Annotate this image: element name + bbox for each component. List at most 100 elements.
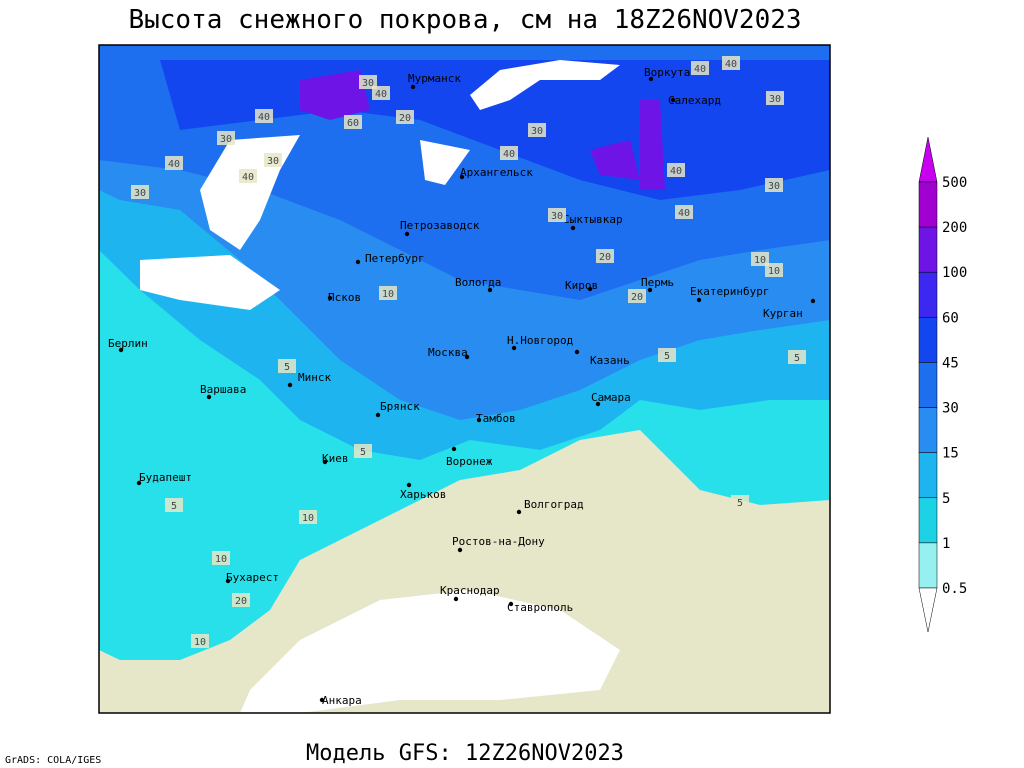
contour-label: 10 [215, 554, 227, 565]
contour-label: 5 [171, 501, 177, 512]
city-dot [118, 347, 124, 353]
contour-label-box [131, 185, 149, 199]
legend-swatch [918, 497, 938, 544]
map [99, 45, 830, 713]
city-label: Курган [763, 307, 803, 320]
contour-label-box [232, 593, 250, 607]
city-label: Будапешт [139, 471, 192, 484]
contour-label-box [239, 169, 257, 183]
map-frame [98, 44, 831, 714]
city-label: Минск [298, 371, 331, 384]
city-label: Бухарест [226, 571, 279, 584]
contour-label-box [191, 634, 209, 648]
city-dot [464, 354, 470, 360]
city-label: Киров [565, 279, 598, 292]
legend-arrow-top [918, 136, 938, 183]
contour-label-box [691, 61, 709, 75]
contour-label: 20 [235, 596, 247, 607]
contour-label-box [500, 146, 518, 160]
city-label: Ставрополь [507, 601, 573, 614]
legend-arrow-bottom [918, 587, 938, 633]
city-layer: Мурманск Воркута Салехард Архангельск Петроз… [108, 66, 816, 707]
city-dot [375, 412, 381, 418]
contour-label: 40 [242, 172, 254, 183]
city-label: Екатеринбург [690, 285, 769, 298]
city-dot [327, 295, 333, 301]
contour-label-box [396, 110, 414, 124]
contour-label: 30 [769, 94, 781, 105]
contour-label: 30 [551, 211, 563, 222]
contour-label-box [658, 348, 676, 362]
city-dot [206, 394, 212, 400]
city-label: Воркута [644, 66, 690, 79]
contour-label-box [722, 56, 740, 70]
city-dot [476, 417, 482, 423]
contour-label-box [788, 350, 806, 364]
city-label: Волгоград [524, 498, 584, 511]
city-dot [511, 345, 517, 351]
contour-label: 10 [302, 513, 314, 524]
city-label: Самара [591, 391, 631, 404]
city-label: Тамбов [476, 412, 516, 425]
contour-label-box [278, 359, 296, 373]
contour-label-box [751, 252, 769, 266]
city-dot [404, 231, 410, 237]
contour-label: 40 [694, 64, 706, 75]
contour-label: 40 [678, 208, 690, 219]
contour-label: 40 [725, 59, 737, 70]
city-label: Н.Новгород [507, 334, 574, 347]
contour-label: 40 [168, 159, 180, 170]
contour-label: 5 [664, 351, 670, 362]
legend-swatch [918, 452, 938, 499]
contour-label-box [344, 115, 362, 129]
legend-swatch [918, 181, 938, 228]
city-label: Москва [428, 346, 468, 359]
city-label: Харьков [400, 488, 446, 501]
contour-label: 10 [194, 637, 206, 648]
city-dot [451, 446, 457, 452]
legend-swatch [918, 317, 938, 363]
city-dot [136, 480, 142, 486]
contour-label: 40 [503, 149, 515, 160]
contour-label: 30 [267, 156, 279, 167]
contour-label: 10 [768, 266, 780, 277]
legend-swatch [918, 271, 938, 318]
contour-label: 30 [768, 181, 780, 192]
city-dot [355, 259, 361, 265]
city-dot [508, 601, 514, 607]
contour-label: 30 [134, 188, 146, 199]
legend-label: 200 [942, 220, 967, 236]
city-label: Ростов-на-Дону [452, 535, 545, 548]
contour-label-box [765, 178, 783, 192]
contour-label-box [628, 289, 646, 303]
city-label: Казань [590, 354, 630, 367]
contour-label: 5 [284, 362, 290, 373]
city-dot [670, 97, 676, 103]
contour-label: 30 [362, 78, 374, 89]
contour-label-box [667, 163, 685, 177]
contour-label-box [765, 263, 783, 277]
city-label: Берлин [108, 337, 148, 350]
city-dot [410, 84, 416, 90]
contour-label-box [372, 86, 390, 100]
city-dot [457, 547, 463, 553]
contour-label-box [264, 153, 282, 167]
city-dot [696, 297, 702, 303]
legend-swatch [918, 407, 938, 453]
city-label: Салехард [668, 94, 721, 107]
contour-label: 30 [220, 134, 232, 145]
contour-label: 10 [382, 289, 394, 300]
city-label: Архангельск [460, 166, 533, 179]
legend-label: 15 [942, 446, 959, 462]
contour-label: 5 [737, 498, 743, 509]
contour-label: 30 [531, 126, 543, 137]
legend-label: 60 [942, 310, 959, 326]
city-dot [406, 482, 412, 488]
city-dot [570, 225, 576, 231]
contour-label-box [359, 75, 377, 89]
legend-label: 45 [942, 355, 959, 371]
contour-label: 40 [375, 89, 387, 100]
city-dot [574, 349, 580, 355]
